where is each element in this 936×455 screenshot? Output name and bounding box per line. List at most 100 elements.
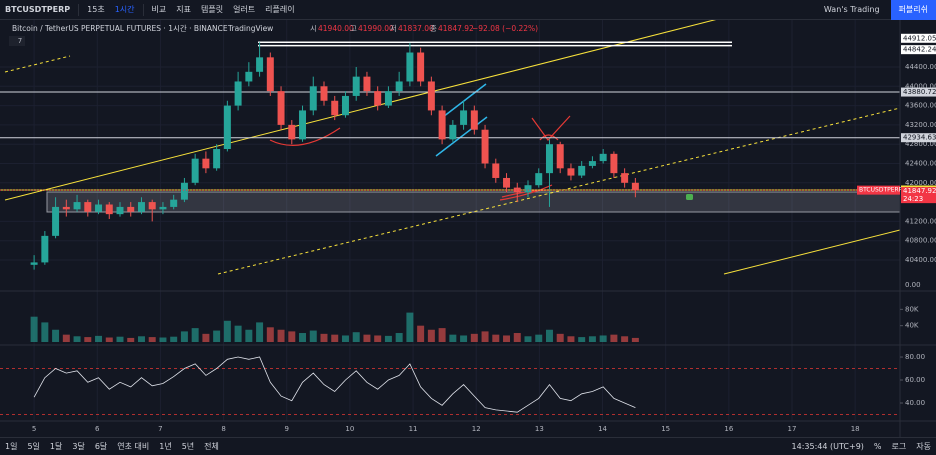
range[interactable]: 3달	[72, 442, 85, 451]
volume-bar	[481, 331, 489, 342]
range[interactable]: 1달	[49, 442, 63, 451]
volume-bar	[341, 335, 349, 342]
tool[interactable]: 리플레이	[265, 5, 295, 14]
volume-bar	[105, 337, 113, 342]
y-tick-label: 42000.00	[905, 179, 936, 187]
price-label-box	[901, 45, 936, 55]
candle-body	[545, 144, 553, 174]
volume-bar	[191, 328, 199, 342]
y-tick-label: 60.00	[905, 376, 925, 384]
candle-body	[148, 202, 156, 210]
icon	[686, 194, 693, 200]
tool[interactable]: 지표	[176, 5, 191, 14]
y-tick-label: 43200.00	[905, 121, 936, 129]
x-tick-label: 13	[535, 425, 544, 433]
volume-bar	[256, 322, 264, 342]
volume-bar	[331, 334, 339, 342]
x-tick-label: 12	[472, 425, 481, 433]
candle-body	[127, 206, 135, 212]
bottom-bar: 1일 5일 1달 3달 6달 연초 대비 1년 5년 전체 14:35:44 (…	[0, 437, 936, 455]
tool[interactable]: 비교	[151, 5, 167, 14]
y-tick-label: 44400.00	[905, 63, 936, 71]
candle-body	[309, 86, 317, 111]
candle-body	[223, 105, 231, 150]
candle-body	[631, 182, 639, 191]
range[interactable]: 연초 대비	[117, 442, 150, 451]
x-tick-label: 7	[158, 425, 162, 433]
x-tick-label: 18	[851, 425, 860, 433]
tool[interactable]: 얼러트	[233, 5, 256, 14]
option[interactable]: %	[873, 442, 882, 451]
candle-body	[84, 202, 92, 212]
scale-footer: 0.00	[905, 281, 921, 289]
price-label: 42934.63	[903, 134, 936, 142]
candle-body	[352, 76, 360, 96]
volume-bar	[116, 336, 124, 342]
candle-body	[331, 100, 339, 116]
candle-body	[30, 262, 38, 265]
y-tick-label: 42400.00	[905, 159, 936, 167]
volume-bar	[567, 336, 575, 342]
range[interactable]: 1일	[5, 442, 18, 451]
volume-bar	[374, 335, 382, 342]
indicator-box	[9, 36, 25, 46]
candle-body	[288, 124, 296, 140]
volume-bar	[234, 325, 242, 342]
toolbar: BTCUSDTPERP 15초 1시간 비교 지표 템플릿 얼러트 리플레이 W…	[0, 0, 936, 20]
x-tick-label: 15	[661, 425, 670, 433]
price-label-box	[901, 33, 936, 43]
ohlc-label: 저	[390, 24, 397, 33]
ohlc-label: 고	[350, 24, 357, 33]
tool[interactable]: 템플릿	[200, 5, 224, 14]
candle-body	[105, 204, 113, 215]
y-tick-label: 40400.00	[905, 256, 936, 264]
x-tick-label: 14	[598, 425, 607, 433]
candle-body	[52, 206, 60, 236]
volume-bar	[588, 336, 596, 342]
legend-title: Bitcoin / TetherUS PERPETUAL FUTURES · 1…	[12, 23, 228, 33]
y-tick-label: 40K	[905, 322, 919, 330]
candle-body	[41, 235, 49, 263]
trendline	[4, 55, 71, 73]
interval[interactable]: 15초	[87, 5, 105, 14]
candle-body	[395, 81, 403, 92]
plot	[0, 41, 900, 415]
volume-bar	[631, 337, 639, 342]
candle-body	[73, 202, 81, 210]
trendline	[723, 229, 901, 275]
range[interactable]: 5년	[181, 442, 195, 451]
candle-body	[320, 86, 328, 101]
candle-body	[299, 110, 307, 140]
candle-body	[449, 124, 457, 140]
price-label-box	[901, 87, 936, 97]
y-tick-label: 42800.00	[905, 140, 936, 148]
volume-bar	[309, 330, 317, 342]
account[interactable]: Wan's Trading	[823, 5, 880, 14]
candle-body	[363, 76, 371, 92]
price-label: 44912.05	[903, 34, 936, 42]
option[interactable]: 로그	[891, 442, 907, 451]
candle-body	[406, 52, 414, 82]
volume-bar	[427, 329, 435, 342]
volume-bar	[223, 320, 231, 342]
legend-ohlc: 시 41940.00고 41990.00저 41837.00종 41847.92−92.…	[310, 24, 538, 33]
x-tick-label: 9	[285, 425, 289, 433]
trendline	[4, 18, 719, 201]
symbol[interactable]: BTCUSDTPERP	[5, 5, 71, 14]
y-tick-label: 41200.00	[905, 217, 936, 225]
range[interactable]: 전체	[204, 442, 219, 451]
volume-bar	[449, 334, 457, 342]
volume-bar	[417, 325, 425, 342]
candle-body	[610, 153, 618, 174]
interval[interactable]: 1시간	[114, 5, 135, 14]
range[interactable]: 6달	[94, 442, 108, 451]
range[interactable]: 1년	[159, 442, 172, 451]
range[interactable]: 5일	[27, 442, 40, 451]
publish-button[interactable]: 퍼블리쉬	[890, 0, 936, 20]
candle-body	[503, 177, 511, 188]
ohlc-value: 41990.00	[358, 24, 394, 33]
option[interactable]: 자동	[916, 442, 931, 451]
countdown: 24:23	[903, 195, 923, 203]
